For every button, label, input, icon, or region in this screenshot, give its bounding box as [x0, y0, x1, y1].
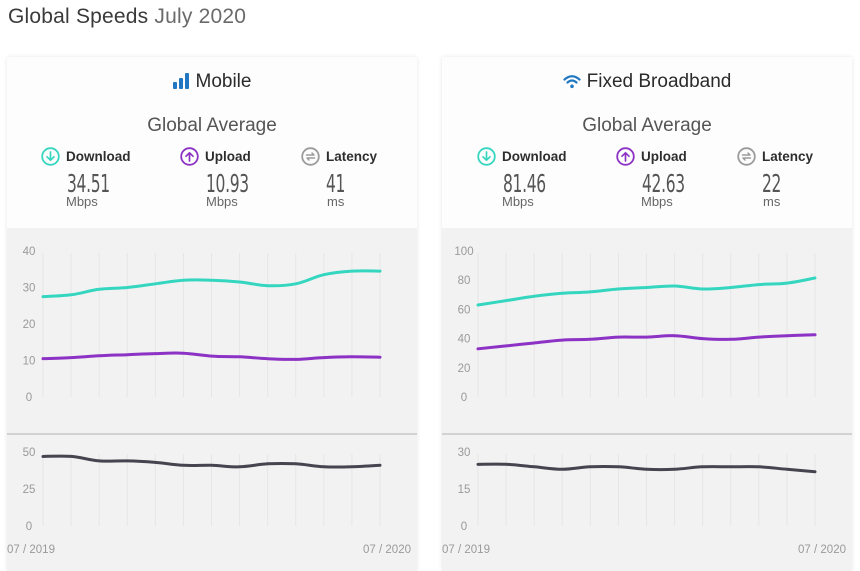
global-average-label: Global Average	[7, 115, 417, 137]
latency-circle-icon	[301, 147, 320, 166]
upload-metric: Upload 42.63 Mbps	[616, 147, 736, 209]
page-title-main: Global Speeds	[8, 5, 148, 28]
x-tick-label-start: 07 / 2019	[7, 544, 55, 556]
upload-label: Upload	[205, 149, 251, 164]
signal-bars-icon	[173, 72, 190, 95]
mobile-chart: 0 10 20 30 40 0 25 50 07 / 2019 07 / 2020	[7, 228, 417, 571]
y-tick-label: 0	[26, 392, 32, 404]
fixed-card-header: Fixed Broadband Global Average Download …	[442, 57, 852, 228]
y-tick-label: 0	[26, 521, 32, 533]
y-tick-label: 30	[458, 447, 471, 459]
y-tick-label: 20	[23, 319, 36, 331]
latency-metric: Latency 22 ms	[737, 147, 852, 209]
upload-metric: Upload 10.93 Mbps	[180, 147, 300, 209]
page-title: Global Speeds July 2020	[8, 5, 246, 29]
latency-chart: 0 15 30 07 / 2019 07 / 2020	[442, 447, 846, 556]
wifi-icon	[563, 73, 581, 95]
y-tick-label: 40	[458, 334, 471, 346]
download-metric: Download 34.51 Mbps	[41, 147, 161, 209]
speed-chart: 0 20 40 60 80 100	[454, 246, 815, 404]
latency-metric: Latency 41 ms	[301, 147, 417, 209]
mobile-card: Mobile Global Average Download 34.51 Mbp…	[7, 57, 417, 571]
arrow-up-circle-icon	[180, 147, 199, 166]
download-value: 34.51	[67, 169, 125, 197]
download-label: Download	[502, 149, 567, 164]
fixed-chart: 0 20 40 60 80 100 0 15 30 07 / 2019 07 / 2020	[442, 228, 852, 571]
y-tick-label: 15	[458, 484, 471, 496]
x-tick-label-end: 07 / 2020	[363, 544, 411, 556]
download-label: Download	[66, 149, 131, 164]
arrow-up-circle-icon	[616, 147, 635, 166]
mobile-card-title: Mobile	[7, 71, 417, 95]
arrow-down-circle-icon	[477, 147, 496, 166]
y-tick-label: 20	[458, 363, 471, 375]
mobile-title-text: Mobile	[196, 71, 252, 92]
latency-value: 41	[326, 169, 385, 197]
latency-circle-icon	[737, 147, 756, 166]
fixed-broadband-card: Fixed Broadband Global Average Download …	[442, 57, 852, 571]
y-tick-label: 10	[23, 356, 36, 368]
page-title-month: July 2020	[154, 5, 246, 28]
download-value: 81.46	[503, 169, 561, 197]
y-tick-label: 100	[454, 246, 473, 258]
y-tick-label: 30	[23, 283, 36, 295]
mobile-card-header: Mobile Global Average Download 34.51 Mbp…	[7, 57, 417, 228]
arrow-down-circle-icon	[41, 147, 60, 166]
y-tick-label: 0	[461, 392, 467, 404]
latency-value: 22	[762, 169, 821, 197]
latency-label: Latency	[762, 149, 813, 164]
y-tick-label: 40	[23, 246, 36, 258]
fixed-card-title: Fixed Broadband	[442, 71, 852, 95]
x-tick-label-end: 07 / 2020	[798, 544, 846, 556]
y-tick-label: 25	[23, 484, 36, 496]
x-tick-label-start: 07 / 2019	[442, 544, 490, 556]
upload-label: Upload	[641, 149, 687, 164]
y-tick-label: 0	[461, 521, 467, 533]
fixed-title-text: Fixed Broadband	[587, 71, 732, 92]
y-tick-label: 60	[458, 304, 471, 316]
upload-value: 42.63	[642, 169, 700, 197]
y-tick-label: 80	[458, 275, 471, 287]
y-tick-label: 50	[23, 447, 36, 459]
latency-label: Latency	[326, 149, 377, 164]
upload-value: 10.93	[206, 169, 264, 197]
global-average-label: Global Average	[442, 115, 852, 137]
speed-chart: 0 10 20 30 40	[23, 246, 380, 404]
latency-chart: 0 25 50 07 / 2019 07 / 2020	[7, 447, 411, 556]
download-metric: Download 81.46 Mbps	[477, 147, 597, 209]
